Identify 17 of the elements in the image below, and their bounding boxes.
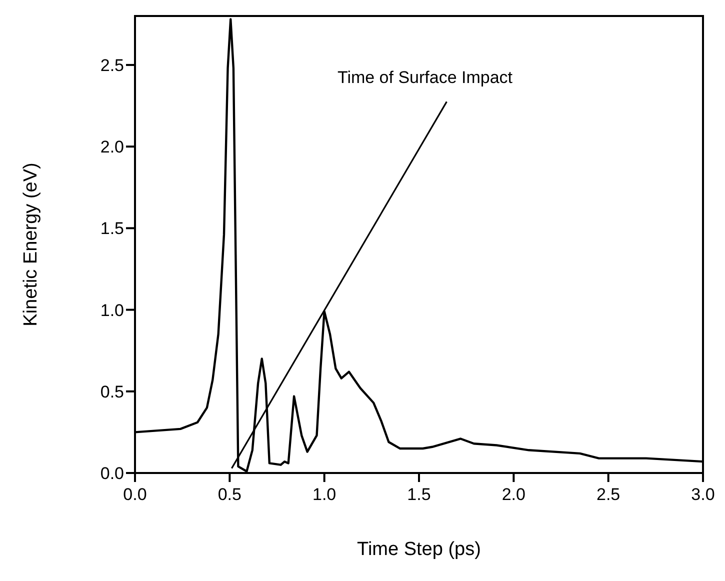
y-axis-title: Kinetic Energy (eV) [20,162,42,326]
x-tick-label: 3.0 [691,485,715,504]
y-tick-label: 2.0 [100,138,124,157]
line-series [135,18,703,472]
y-tick-label: 2.5 [100,56,124,75]
x-axis-title: Time Step (ps) [357,539,481,560]
y-tick-label: 0.0 [100,464,124,484]
x-tick-label: 2.5 [596,485,620,504]
x-tick-label: 1.5 [407,485,431,504]
x-tick-label: 0.0 [123,485,147,504]
x-tick-label: 2.0 [502,485,526,504]
x-tick-label: 0.5 [218,485,242,504]
y-tick-label: 1.0 [100,300,124,320]
y-tick-label: 0.5 [100,382,124,402]
y-tick-label: 1.5 [100,219,124,238]
x-tick-label: 1.0 [312,485,336,504]
annotation: Time of Surface Impact [337,68,513,87]
